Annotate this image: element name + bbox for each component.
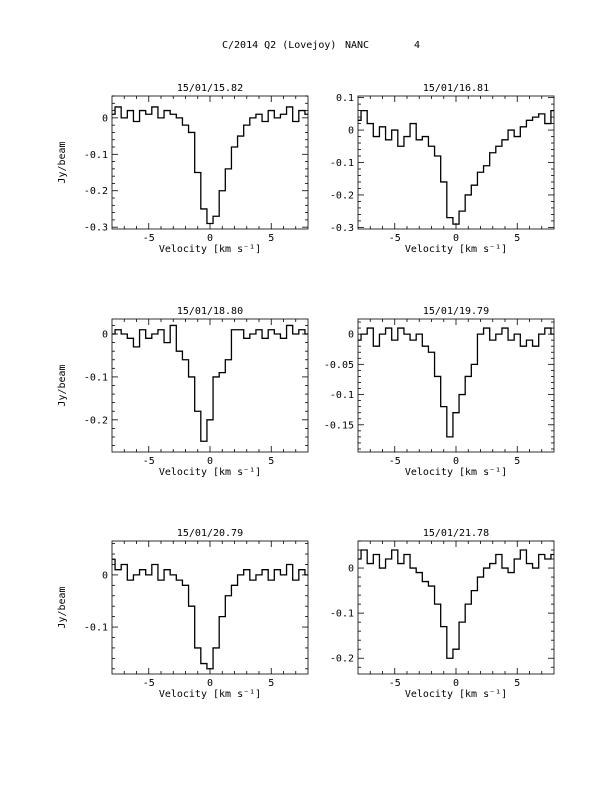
panel-2: 15/01/16.81 -5 0 5 0.1 0 -0.1 -0.2 -0.3 Velocity … xyxy=(330,83,555,255)
x-axis-label: Velocity [km s⁻¹] xyxy=(405,689,507,700)
y-tick-label: 0 xyxy=(348,126,354,137)
panel-5: 15/01/20.79 -5 0 5 0 -0.1 Velocity [km s⁻¹] Jy/… xyxy=(57,528,309,700)
y-tick-label: -0.1 xyxy=(84,623,108,634)
panel-4: 15/01/19.79 -5 0 5 0 -0.05 -0.1 -0.15 Velocity [… xyxy=(324,306,555,478)
x-tick-label: 0 xyxy=(453,456,459,467)
x-axis-label: Velocity [km s⁻¹] xyxy=(159,689,261,700)
figure-header-title: C/2014 Q2 (Lovejoy) xyxy=(222,40,336,51)
y-tick-label: 0.1 xyxy=(336,93,354,104)
x-tick-label: 5 xyxy=(514,456,520,467)
y-tick-label: -0.2 xyxy=(84,415,108,426)
plot-frame xyxy=(357,318,555,453)
panels: 15/01/15.82 -5 0 5 0 -0.1 -0.2 -0.3 Velocity [km… xyxy=(57,83,555,700)
y-tick-label: -0.3 xyxy=(84,223,108,234)
panel-title: 15/01/15.82 xyxy=(177,83,243,94)
y-tick-label: -0.1 xyxy=(330,158,354,169)
x-axis-label: Velocity [km s⁻¹] xyxy=(405,467,507,478)
y-tick-label: 0 xyxy=(348,330,354,341)
x-tick-label: 5 xyxy=(268,233,274,244)
spectrum-line xyxy=(112,558,308,670)
x-tick-label: 5 xyxy=(514,233,520,244)
y-tick-label: 0 xyxy=(102,570,108,581)
x-tick-label: -5 xyxy=(389,678,401,689)
panel-title: 15/01/21.78 xyxy=(423,528,489,539)
x-tick-label: 0 xyxy=(207,456,213,467)
spectrum-line xyxy=(358,109,554,225)
panel-6: 15/01/21.78 -5 0 5 0 -0.1 -0.2 Velocity [km s⁻¹… xyxy=(330,528,555,700)
x-tick-label: 5 xyxy=(514,678,520,689)
y-tick-label: -0.2 xyxy=(84,186,108,197)
x-tick-label: -5 xyxy=(389,456,401,467)
spectrum-line xyxy=(358,549,554,659)
x-tick-label: 0 xyxy=(453,233,459,244)
panel-title: 15/01/16.81 xyxy=(423,83,489,94)
y-tick-label: -0.3 xyxy=(330,223,354,234)
spectrum-line xyxy=(358,327,554,438)
plot-frame xyxy=(111,95,309,230)
x-tick-label: -5 xyxy=(143,456,155,467)
y-tick-label: -0.1 xyxy=(330,609,354,620)
y-tick-label: 0 xyxy=(102,330,108,341)
x-tick-label: 0 xyxy=(207,678,213,689)
plot-frame xyxy=(111,318,309,453)
x-tick-label: -5 xyxy=(389,233,401,244)
figure-header-page-number: 4 xyxy=(414,40,420,51)
plot-frame xyxy=(357,95,555,230)
x-axis-label: Velocity [km s⁻¹] xyxy=(159,244,261,255)
x-tick-label: 0 xyxy=(453,678,459,689)
x-tick-label: 5 xyxy=(268,678,274,689)
y-tick-label: -0.15 xyxy=(324,420,354,431)
y-tick-label: 0 xyxy=(102,113,108,124)
x-tick-label: 0 xyxy=(207,233,213,244)
y-tick-label: 0 xyxy=(348,564,354,575)
plot-frame xyxy=(111,540,309,675)
spectrum-line xyxy=(112,324,308,442)
x-tick-label: 5 xyxy=(268,456,274,467)
panel-3: 15/01/18.80 -5 0 5 0 -0.1 -0.2 Velocity [km s⁻¹… xyxy=(57,306,309,478)
x-axis-label: Velocity [km s⁻¹] xyxy=(159,467,261,478)
y-tick-label: -0.1 xyxy=(84,372,108,383)
plot-frame xyxy=(357,540,555,675)
y-axis-label: Jy/beam xyxy=(57,586,68,628)
panel-title: 15/01/18.80 xyxy=(177,306,243,317)
y-tick-label: -0.1 xyxy=(84,150,108,161)
y-tick-label: -0.2 xyxy=(330,654,354,665)
x-axis-label: Velocity [km s⁻¹] xyxy=(405,244,507,255)
y-axis-label: Jy/beam xyxy=(57,141,68,183)
y-tick-label: -0.05 xyxy=(324,360,354,371)
y-tick-label: -0.2 xyxy=(330,190,354,201)
figure-header-observatory: NANC xyxy=(345,40,369,51)
y-tick-label: -0.1 xyxy=(330,390,354,401)
spectrum-line xyxy=(112,106,308,225)
x-tick-label: -5 xyxy=(143,233,155,244)
y-axis-label: Jy/beam xyxy=(57,364,68,406)
x-tick-label: -5 xyxy=(143,678,155,689)
panel-1: 15/01/15.82 -5 0 5 0 -0.1 -0.2 -0.3 Velocity [km… xyxy=(57,83,309,255)
panel-title: 15/01/19.79 xyxy=(423,306,489,317)
panel-title: 15/01/20.79 xyxy=(177,528,243,539)
